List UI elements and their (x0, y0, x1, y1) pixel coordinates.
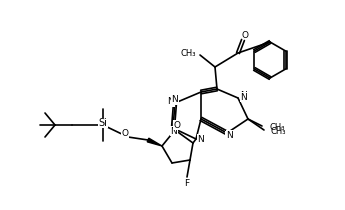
Text: O: O (174, 121, 180, 130)
Text: O: O (241, 32, 248, 41)
Text: Si: Si (99, 118, 107, 128)
Text: N: N (198, 134, 204, 143)
Text: CH₃: CH₃ (271, 127, 286, 136)
Text: O: O (121, 130, 128, 139)
Polygon shape (147, 138, 162, 146)
Text: F: F (185, 178, 189, 188)
Text: N: N (171, 96, 178, 105)
Text: N: N (198, 135, 204, 144)
Text: N: N (171, 96, 178, 105)
Text: N: N (171, 126, 177, 135)
Text: N: N (227, 130, 233, 139)
Text: CH₃: CH₃ (270, 122, 286, 131)
Text: N: N (240, 92, 247, 101)
Text: N: N (240, 92, 247, 101)
Text: N: N (226, 131, 233, 140)
Text: N: N (168, 97, 174, 106)
Text: CH₃: CH₃ (180, 49, 196, 58)
